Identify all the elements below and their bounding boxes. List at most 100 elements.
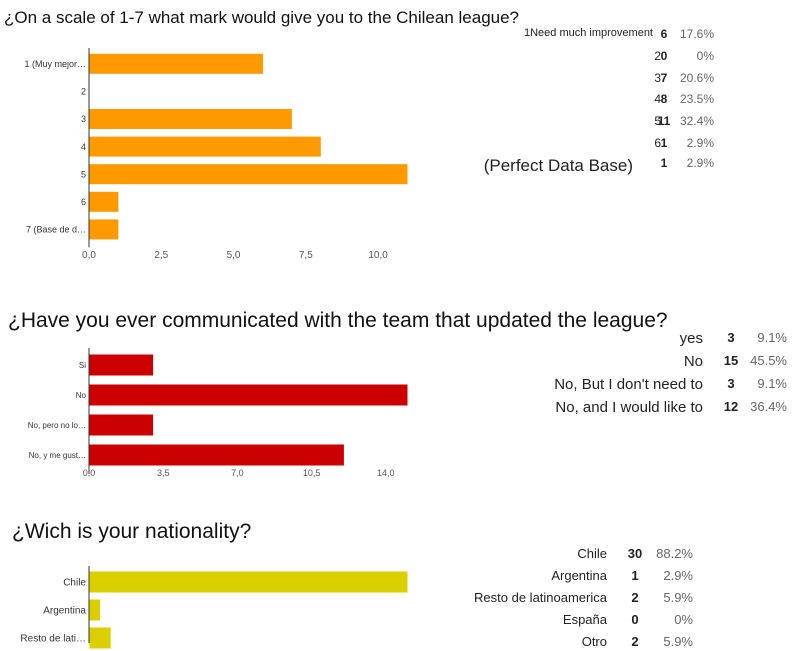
x-tick-label: 0,0 xyxy=(82,250,96,261)
summary-row-count: 15 xyxy=(723,353,739,368)
summary-row-percent: 17.6% xyxy=(679,27,714,41)
summary-row-percent: 5.9% xyxy=(663,590,693,605)
x-tick-label: 10,5 xyxy=(303,468,321,478)
summary-row-count: 2 xyxy=(631,634,639,649)
summary-row-count: 2 xyxy=(631,590,639,605)
bar xyxy=(89,444,344,466)
bar xyxy=(89,571,408,593)
bar xyxy=(89,414,154,436)
summary-row: Chile 30 88.2% xyxy=(0,546,796,563)
summary-row-count: 0 xyxy=(660,48,668,63)
x-tick-label: 2,5 xyxy=(154,250,168,261)
bars-group: Chile Argentina Resto de lati… xyxy=(20,566,408,649)
summary-row: No, and I would like to 12 36.4% xyxy=(0,399,796,418)
summary-row-percent: 36.4% xyxy=(750,399,787,414)
summary-row-label: Otro xyxy=(581,634,607,649)
summary-row: 4 8 23.5% xyxy=(0,92,796,108)
summary-row-label: 3 xyxy=(654,70,661,85)
summary-row-percent: 45.5% xyxy=(750,353,787,368)
category-label: Chile xyxy=(63,578,86,589)
bar xyxy=(89,354,154,376)
summary-row: 2 0 0% xyxy=(0,49,796,65)
bars-group: Si No No, pero no lo… No, y me gust… 0,0 3,5 7… xyxy=(28,348,408,478)
summary-row-percent: 9.1% xyxy=(757,330,787,345)
category-label: Argentina xyxy=(43,606,86,617)
x-tick-label: 7,0 xyxy=(231,468,244,478)
summary-row-count: 1 xyxy=(631,568,639,583)
bar xyxy=(89,191,119,212)
summary-row: 3 7 20.6% xyxy=(0,71,796,87)
summary-row-label: No xyxy=(683,353,703,370)
summary-row: (Perfect Data Base) 1 2.9% xyxy=(0,156,796,177)
summary-row: yes 3 9.1% xyxy=(0,330,796,349)
category-label: No, y me gust… xyxy=(29,451,86,460)
summary-row-label: Resto de latinoamerica xyxy=(474,590,607,605)
summary-row-label: No, But I don't need to xyxy=(554,376,703,393)
summary-row-count: 7 xyxy=(660,70,668,85)
summary-row-count: 11 xyxy=(657,114,671,129)
category-label: No, pero no lo… xyxy=(28,421,86,430)
category-label: No xyxy=(76,391,87,400)
bar xyxy=(89,384,408,406)
question-3-title: ¿Wich is your nationality? xyxy=(12,520,252,543)
summary-row-count: 3 xyxy=(727,330,735,345)
bar xyxy=(89,164,408,185)
summary-row-label: yes xyxy=(679,330,703,347)
summary-row-label: (Perfect Data Base) xyxy=(483,155,633,175)
x-tick-label: 3,5 xyxy=(157,468,170,478)
summary-row-count: 1 xyxy=(660,136,668,150)
summary-row-label: Chile xyxy=(577,546,607,561)
summary-row-label: 1Need much improvement xyxy=(523,27,653,39)
bars-group: 1 (Muy mejor… 2 3 4 5 6 7 (Base de d… 0,0 2,5 5,0… xyxy=(24,48,408,261)
question-2-title: ¿Have you ever communicated with the tea… xyxy=(8,309,668,332)
summary-row-label: 2 xyxy=(654,48,661,63)
summary-row-count: 12 xyxy=(723,399,739,414)
summary-row-label: 4 xyxy=(654,92,661,107)
bar xyxy=(89,109,292,129)
summary-row-count: 8 xyxy=(660,92,668,107)
summary-row: 1Need much improvement 6 17.6% xyxy=(0,27,796,42)
summary-row: No, But I don't need to 3 9.1% xyxy=(0,376,796,395)
category-label: 6 xyxy=(81,197,86,207)
bar xyxy=(89,136,321,157)
summary-row-percent: 2.9% xyxy=(686,136,714,150)
category-label: Resto de lati… xyxy=(20,634,86,645)
summary-row-percent: 2.9% xyxy=(686,155,714,170)
category-label: Si xyxy=(79,361,86,370)
x-tick-label: 10,0 xyxy=(368,250,388,261)
x-tick-label: 0,0 xyxy=(83,468,96,478)
summary-row-label: Argentina xyxy=(551,568,607,583)
summary-row-label: 6 xyxy=(654,136,661,150)
category-label: 5 xyxy=(81,169,86,179)
summary-row-count: 6 xyxy=(660,27,668,41)
summary-row-label: No, and I would like to xyxy=(555,399,703,416)
summary-row-percent: 20.6% xyxy=(679,70,714,85)
bar xyxy=(89,219,119,240)
summary-row: 5 11 32.4% xyxy=(0,114,796,130)
category-label: 2 xyxy=(81,87,86,97)
summary-row: No 15 45.5% xyxy=(0,353,796,372)
summary-row-percent: 0% xyxy=(696,48,714,63)
summary-row-percent: 0% xyxy=(674,612,693,627)
summary-row-label: España xyxy=(562,612,607,627)
summary-row-count: 1 xyxy=(660,155,668,170)
summary-row-percent: 23.5% xyxy=(679,92,714,107)
summary-row-count: 0 xyxy=(631,612,639,627)
summary-row-count: 30 xyxy=(627,546,643,561)
summary-row-label: 5 xyxy=(654,114,661,129)
summary-row: 6 1 2.9% xyxy=(0,136,796,152)
summary-row-percent: 32.4% xyxy=(679,114,714,129)
category-label: 1 (Muy mejor… xyxy=(24,59,86,69)
summary-row-count: 3 xyxy=(727,376,735,391)
x-tick-label: 5,0 xyxy=(227,250,241,261)
category-label: 7 (Base de d… xyxy=(26,225,86,235)
question-1-title: ¿On a scale of 1-7 what mark would give … xyxy=(4,8,520,27)
summary-row-percent: 5.9% xyxy=(663,634,693,649)
x-tick-label: 14,0 xyxy=(377,468,395,478)
summary-row-percent: 2.9% xyxy=(663,568,693,583)
category-label: 3 xyxy=(81,114,86,124)
bar xyxy=(89,53,263,74)
bar xyxy=(89,599,101,621)
